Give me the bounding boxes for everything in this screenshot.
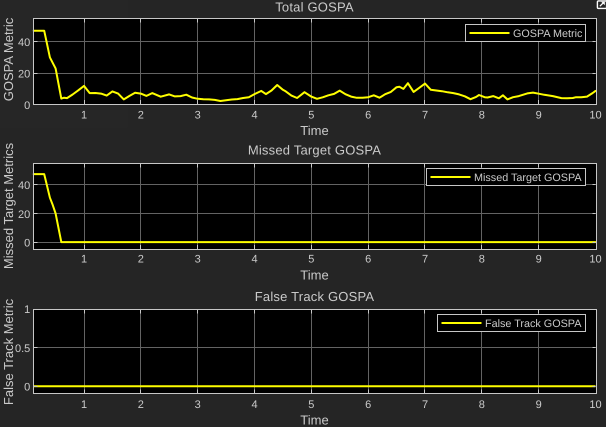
svg-text:4: 4 [251, 399, 257, 411]
svg-text:False Track GOSPA: False Track GOSPA [255, 289, 375, 304]
svg-text:0.5: 0.5 [15, 343, 30, 355]
svg-text:6: 6 [365, 109, 371, 121]
svg-text:1: 1 [81, 109, 87, 121]
svg-text:4: 4 [251, 254, 257, 266]
svg-text:9: 9 [536, 399, 542, 411]
svg-text:5: 5 [308, 254, 314, 266]
svg-text:Total GOSPA: Total GOSPA [275, 0, 354, 15]
svg-text:Missed Target Metrics: Missed Target Metrics [1, 142, 16, 269]
svg-text:2: 2 [138, 399, 144, 411]
svg-text:GOSPA Metric: GOSPA Metric [513, 28, 583, 40]
svg-text:5: 5 [308, 399, 314, 411]
svg-text:9: 9 [536, 109, 542, 121]
svg-text:Time: Time [300, 123, 328, 138]
svg-text:8: 8 [479, 399, 485, 411]
svg-text:Missed Target GOSPA: Missed Target GOSPA [474, 172, 582, 184]
svg-text:2: 2 [138, 109, 144, 121]
svg-text:GOSPA Metric: GOSPA Metric [1, 17, 16, 101]
svg-text:3: 3 [195, 399, 201, 411]
svg-text:8: 8 [479, 109, 485, 121]
svg-text:False Track GOSPA: False Track GOSPA [485, 318, 582, 330]
svg-text:9: 9 [536, 254, 542, 266]
svg-text:False Track Metric: False Track Metric [1, 298, 16, 405]
svg-text:4: 4 [251, 109, 257, 121]
svg-text:Missed Target GOSPA: Missed Target GOSPA [248, 143, 381, 158]
svg-text:0: 0 [24, 238, 30, 250]
svg-text:Time: Time [300, 267, 328, 282]
svg-text:6: 6 [365, 254, 371, 266]
svg-text:20: 20 [18, 209, 30, 221]
svg-text:8: 8 [479, 254, 485, 266]
svg-text:7: 7 [422, 399, 428, 411]
svg-text:7: 7 [422, 254, 428, 266]
svg-text:Time: Time [300, 412, 328, 427]
svg-text:1: 1 [81, 254, 87, 266]
svg-text:40: 40 [18, 37, 30, 49]
svg-text:40: 40 [18, 180, 30, 192]
svg-text:3: 3 [195, 254, 201, 266]
svg-text:10: 10 [589, 109, 601, 121]
svg-text:2: 2 [138, 254, 144, 266]
svg-text:1: 1 [81, 399, 87, 411]
svg-text:3: 3 [195, 109, 201, 121]
svg-text:5: 5 [308, 109, 314, 121]
svg-text:7: 7 [422, 109, 428, 121]
svg-text:0: 0 [24, 382, 30, 394]
svg-text:0: 0 [24, 100, 30, 112]
svg-text:20: 20 [18, 69, 30, 81]
svg-text:1: 1 [24, 304, 30, 316]
svg-text:10: 10 [589, 254, 601, 266]
svg-text:10: 10 [589, 399, 601, 411]
svg-text:6: 6 [365, 399, 371, 411]
